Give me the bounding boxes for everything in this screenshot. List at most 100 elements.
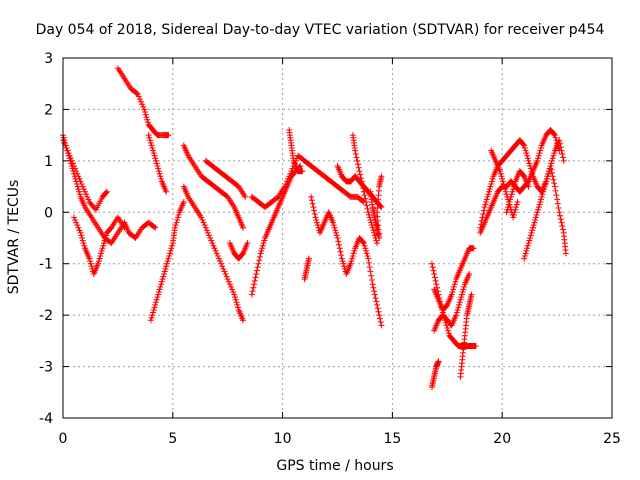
- data-point: [513, 204, 520, 211]
- data-point: [335, 241, 342, 248]
- data-point: [526, 160, 533, 167]
- data-point: [308, 197, 315, 204]
- data-point: [234, 301, 241, 308]
- data-point: [452, 278, 459, 285]
- data-point: [548, 157, 555, 164]
- data-point: [484, 193, 491, 200]
- data-point: [459, 289, 466, 295]
- data-point: [339, 258, 346, 265]
- data-point: [163, 263, 170, 270]
- data-point: [368, 272, 375, 279]
- data-point: [527, 235, 534, 241]
- data-point: [534, 157, 541, 164]
- data-point: [549, 173, 556, 180]
- data-point: [78, 181, 85, 187]
- data-point: [448, 291, 455, 298]
- data-point: [510, 211, 517, 218]
- data-point: [512, 206, 519, 213]
- data-point: [67, 155, 74, 162]
- data-point: [160, 273, 167, 280]
- data-point: [363, 247, 370, 254]
- data-point: [365, 211, 372, 218]
- data-point: [169, 242, 176, 249]
- data-point: [232, 296, 239, 303]
- data-point: [282, 181, 289, 187]
- data-point: [173, 219, 180, 226]
- data-point: [150, 147, 157, 154]
- data-point: [530, 222, 537, 229]
- data-point: [509, 188, 516, 195]
- series-arc-03: [70, 214, 128, 277]
- data-point: [251, 277, 258, 284]
- data-point: [502, 186, 509, 193]
- data-point: [76, 227, 83, 234]
- data-point: [488, 181, 495, 187]
- data-point: [308, 193, 315, 200]
- data-point: [364, 253, 371, 259]
- data-point: [535, 152, 542, 159]
- data-point: [150, 150, 157, 157]
- data-point: [224, 276, 231, 283]
- data-point: [73, 168, 80, 175]
- data-point: [136, 96, 143, 103]
- data-point: [151, 152, 158, 159]
- data-point: [466, 271, 473, 277]
- data-point: [98, 247, 105, 254]
- data-point: [95, 260, 102, 267]
- data-point: [146, 134, 153, 141]
- data-point: [250, 284, 257, 291]
- data-point: [552, 187, 559, 194]
- data-point: [554, 139, 561, 146]
- data-point: [559, 226, 566, 233]
- data-point: [435, 358, 442, 365]
- data-point: [543, 175, 550, 182]
- data-point: [429, 264, 436, 271]
- data-point: [373, 298, 380, 305]
- data-point: [180, 199, 187, 205]
- data-point: [76, 175, 83, 182]
- data-point: [458, 294, 465, 301]
- data-point: [529, 227, 536, 234]
- data-point: [354, 161, 361, 168]
- data-point: [77, 229, 84, 236]
- data-point: [79, 183, 86, 190]
- data-point: [552, 134, 559, 141]
- series-arc-07: [180, 142, 247, 231]
- data-point: [148, 314, 155, 321]
- series-arc-05: [145, 132, 170, 195]
- data-point: [359, 181, 366, 188]
- data-point: [144, 119, 151, 126]
- data-point: [153, 296, 160, 303]
- data-point: [159, 276, 166, 283]
- data-point: [288, 168, 295, 175]
- data-point: [557, 212, 564, 219]
- data-point: [535, 155, 542, 162]
- data-point: [428, 260, 435, 267]
- data-point: [141, 106, 148, 113]
- data-point: [147, 137, 154, 144]
- plot-frame: [62, 57, 613, 419]
- series-arc-27: [521, 163, 569, 262]
- data-point: [233, 299, 240, 306]
- data-point: [76, 188, 83, 195]
- data-point: [548, 166, 555, 173]
- data-point: [525, 157, 532, 164]
- data-point: [360, 188, 367, 195]
- data-point: [554, 142, 561, 149]
- data-point: [203, 227, 210, 234]
- data-point: [524, 152, 531, 159]
- data-point: [374, 301, 381, 308]
- data-point: [359, 198, 366, 205]
- data-point: [155, 165, 162, 172]
- data-point: [432, 277, 439, 284]
- data-point: [549, 155, 556, 162]
- data-point: [72, 165, 79, 172]
- data-point: [554, 196, 561, 203]
- data-point: [338, 255, 345, 262]
- data-point: [330, 219, 337, 226]
- data-point: [481, 204, 488, 211]
- data-point: [162, 265, 169, 272]
- y-tick-label: 1: [44, 154, 53, 170]
- data-point: [70, 163, 77, 169]
